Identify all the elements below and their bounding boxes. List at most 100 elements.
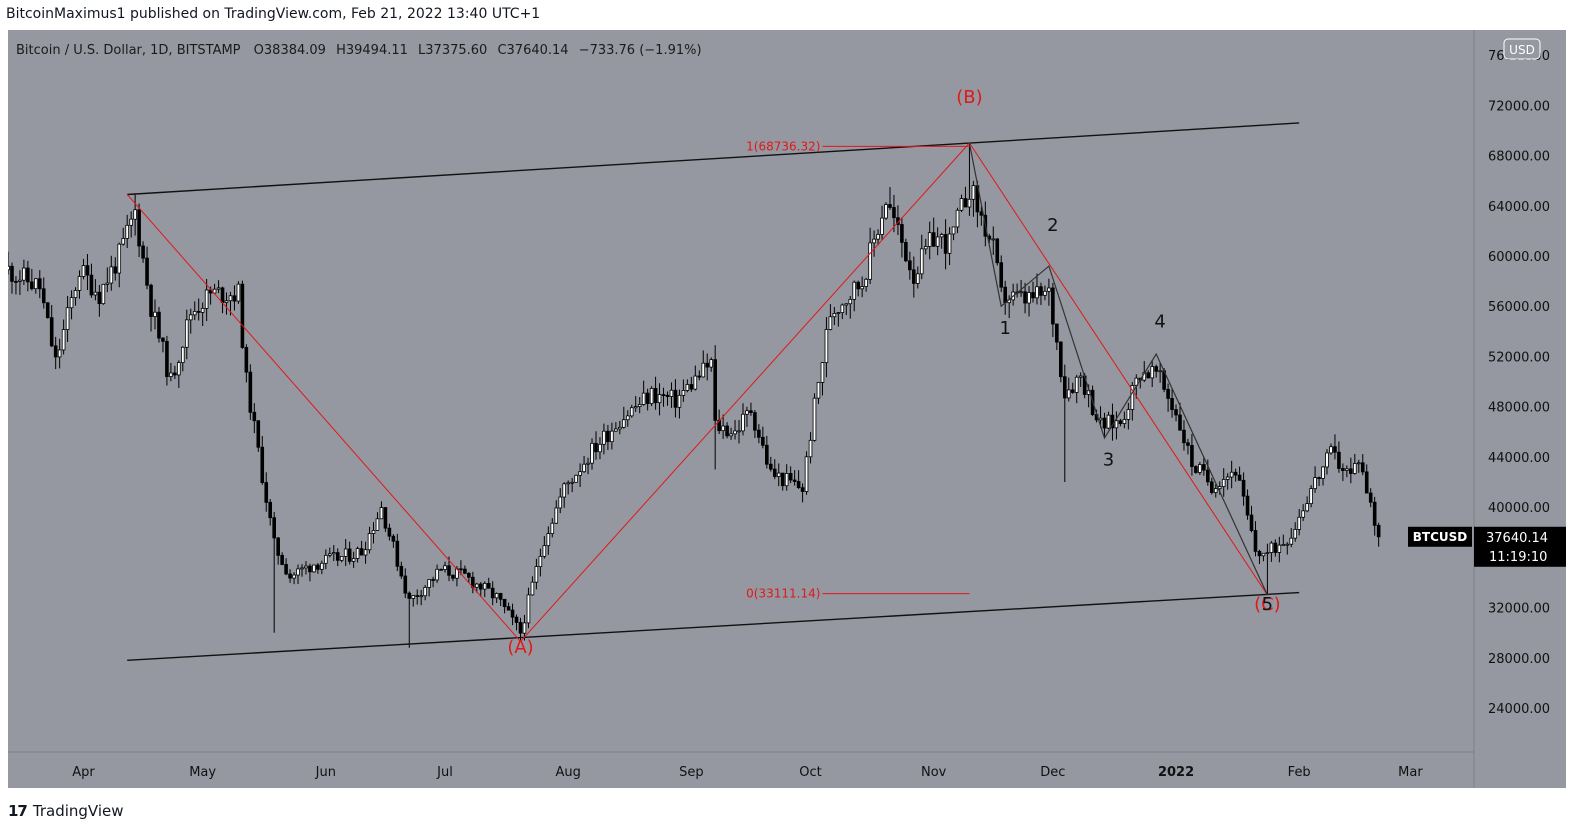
open-label: O: [254, 43, 264, 58]
candle-body: [61, 329, 66, 351]
candle-body: [1066, 389, 1071, 399]
candle-body: [967, 198, 972, 208]
symbol-legend[interactable]: Bitcoin / U.S. Dollar, 1D, BITSTAMP O383…: [16, 43, 702, 58]
candle-body: [518, 622, 523, 634]
time-axis[interactable]: [8, 752, 1474, 788]
candle-body: [165, 340, 169, 377]
candle-body: [387, 527, 392, 537]
candle-body: [927, 232, 932, 247]
candle-body: [498, 593, 503, 600]
x-axis-labels: Apr May Jun Jul Aug Sep Oct Nov Dec 2022 Feb Mar: [72, 765, 1423, 780]
candle-body: [73, 290, 78, 299]
candle-body: [840, 304, 845, 314]
candle-body: [419, 595, 423, 598]
candle-body: [590, 442, 594, 464]
candle-body: [113, 266, 118, 274]
candle-body: [761, 436, 765, 446]
candle-body: [379, 507, 384, 520]
candle-body: [641, 392, 646, 405]
currency-badge-text: USD: [1509, 43, 1535, 57]
candle-body: [97, 291, 102, 305]
candle-body: [697, 375, 702, 378]
candle-body: [1360, 462, 1365, 473]
candle-body: [765, 444, 769, 465]
candle-body: [1158, 370, 1162, 373]
candle-body: [93, 291, 98, 296]
currency-badge-box[interactable]: [1503, 38, 1541, 60]
candle-body: [1265, 552, 1270, 554]
channel-line: [127, 122, 1300, 196]
candle-body: [264, 482, 269, 503]
candle-body: [538, 555, 543, 568]
candle-body: [403, 575, 408, 594]
candle-body: [439, 568, 443, 571]
candle-body: [1146, 372, 1151, 379]
candle-body: [161, 337, 165, 342]
candle-body: [1325, 452, 1329, 468]
candle-body: [1313, 477, 1317, 490]
candle-body: [534, 566, 539, 583]
candle-body: [81, 265, 86, 277]
candle-body: [614, 428, 618, 432]
candle-body: [1170, 398, 1174, 411]
candle-body: [1321, 466, 1325, 479]
candle-body: [1114, 420, 1119, 429]
plot-area[interactable]: [8, 30, 1474, 752]
candle-body: [1353, 463, 1357, 474]
candle-body: [105, 282, 110, 285]
candle-body: [1055, 323, 1059, 343]
candle-body: [502, 598, 507, 608]
candle-body: [328, 553, 332, 556]
candle-body: [526, 594, 531, 624]
candle-body: [304, 565, 308, 569]
candle-body: [347, 548, 352, 562]
candle-body: [494, 593, 499, 599]
fib-level-label: 1(68736.32): [746, 139, 820, 153]
candle-body: [721, 425, 725, 432]
candle-body: [1003, 286, 1007, 304]
candle-body: [804, 456, 809, 492]
currency-badge[interactable]: USD: [1503, 38, 1541, 60]
candle-body: [1364, 471, 1369, 494]
price-axis[interactable]: [1474, 30, 1566, 752]
candle-body: [391, 535, 396, 542]
candle-body: [375, 518, 380, 531]
candle-body: [709, 359, 714, 368]
abc-path-line: [969, 142, 1268, 596]
candle-body: [427, 579, 431, 588]
candle-body: [745, 410, 749, 415]
candle-body: [435, 568, 439, 581]
candle-body: [467, 572, 471, 578]
candle-body: [1106, 414, 1111, 429]
candle-body: [77, 276, 82, 291]
candle-body: [415, 595, 420, 598]
candle-body: [685, 384, 690, 391]
candle-body: [395, 540, 400, 567]
candle-body: [915, 273, 920, 284]
wave-label: 2: [1047, 215, 1058, 236]
candle-body: [335, 552, 340, 561]
candle-body: [594, 442, 598, 453]
symbol-price-label[interactable]: BTCUSD 37640.14 11:19:10: [1408, 526, 1566, 567]
candle-body: [1126, 409, 1131, 420]
candle-body: [490, 587, 495, 599]
candle-body: [89, 274, 94, 296]
candle-body: [812, 397, 817, 441]
candle-body: [737, 430, 741, 433]
candle-body: [331, 552, 336, 555]
candle-body: [912, 269, 916, 284]
tradingview-logo[interactable]: 17 TradingView: [8, 802, 124, 820]
candle-body: [22, 267, 26, 281]
candle-body: [931, 232, 936, 247]
candle-body: [951, 226, 956, 235]
candle-body: [749, 410, 753, 413]
impulse-wave-path: [968, 142, 1268, 596]
candle-body: [757, 429, 761, 438]
candle-body: [784, 473, 789, 487]
candle-body: [129, 218, 133, 226]
y-tick-label: 60000.00: [1488, 250, 1550, 265]
candle-body: [101, 283, 106, 305]
candle-body: [1051, 287, 1055, 325]
candle-body: [669, 389, 674, 397]
